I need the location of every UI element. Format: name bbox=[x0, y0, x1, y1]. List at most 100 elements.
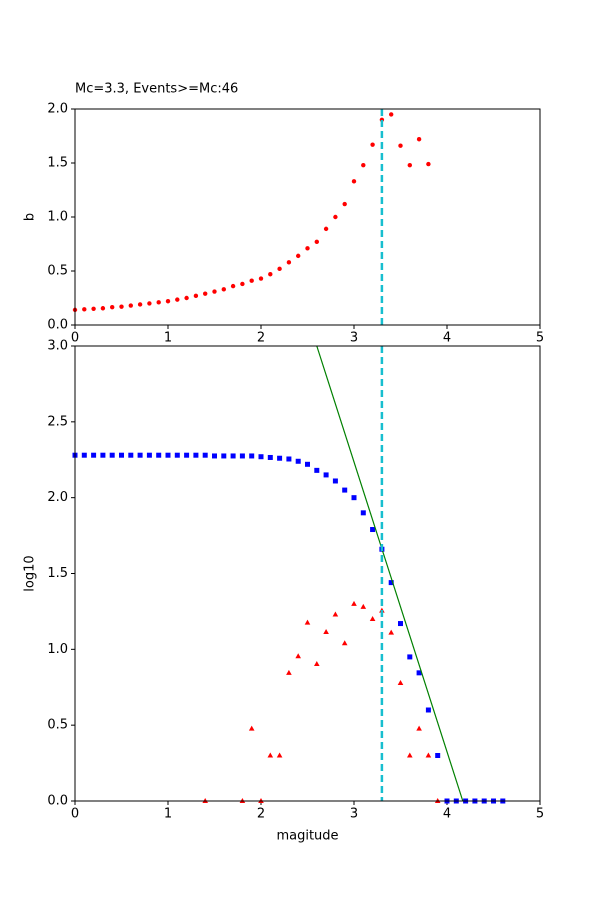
point bbox=[314, 661, 320, 667]
point bbox=[249, 453, 255, 459]
y-axis-label: log10 bbox=[23, 555, 38, 591]
point bbox=[258, 454, 264, 460]
x-tick-label: 1 bbox=[164, 331, 172, 346]
point bbox=[193, 452, 199, 458]
point bbox=[156, 300, 161, 305]
point bbox=[314, 239, 319, 245]
x-tick-label: 3 bbox=[350, 807, 358, 822]
point bbox=[91, 306, 96, 311]
point bbox=[435, 753, 441, 758]
point bbox=[305, 246, 310, 251]
point bbox=[323, 226, 329, 232]
point bbox=[323, 472, 329, 478]
point bbox=[268, 272, 273, 277]
point bbox=[314, 467, 320, 473]
point bbox=[146, 452, 152, 458]
x-tick-label: 4 bbox=[443, 807, 451, 822]
x-tick-label: 3 bbox=[350, 331, 358, 346]
x-tick-label: 5 bbox=[536, 331, 544, 346]
point bbox=[296, 253, 301, 259]
point bbox=[128, 452, 134, 458]
y-tick-label: 0.0 bbox=[47, 318, 68, 333]
y-tick-label: 0.0 bbox=[47, 794, 68, 809]
y-tick-label: 1.0 bbox=[47, 210, 68, 225]
point bbox=[416, 137, 422, 142]
point bbox=[203, 291, 208, 296]
point bbox=[100, 452, 106, 458]
point bbox=[109, 452, 115, 458]
point bbox=[175, 297, 180, 302]
point bbox=[221, 453, 227, 459]
y-tick-label: 1.5 bbox=[47, 566, 68, 581]
point bbox=[240, 281, 245, 287]
x-tick-label: 1 bbox=[164, 807, 172, 822]
point bbox=[388, 629, 394, 635]
chart-title: Mc=3.3, Events>=Mc:46 bbox=[75, 82, 238, 97]
point bbox=[360, 603, 367, 609]
point bbox=[361, 162, 366, 168]
x-tick-label: 2 bbox=[257, 807, 265, 822]
point bbox=[174, 452, 180, 458]
point bbox=[267, 454, 273, 460]
point bbox=[333, 214, 338, 220]
point bbox=[91, 452, 97, 458]
point bbox=[389, 112, 394, 117]
point bbox=[230, 453, 236, 459]
fit-line bbox=[316, 345, 464, 802]
point bbox=[221, 287, 226, 292]
point bbox=[81, 452, 87, 458]
point bbox=[137, 452, 143, 458]
point bbox=[119, 452, 124, 458]
point bbox=[369, 616, 376, 621]
point bbox=[212, 453, 217, 459]
point bbox=[370, 142, 375, 147]
point bbox=[277, 266, 282, 272]
point bbox=[342, 201, 347, 207]
point bbox=[286, 456, 292, 462]
point bbox=[407, 752, 413, 758]
point bbox=[119, 304, 124, 309]
y-tick-label: 0.5 bbox=[47, 718, 68, 733]
point bbox=[147, 301, 152, 306]
point bbox=[332, 478, 338, 484]
y-tick-label: 2.5 bbox=[47, 414, 68, 429]
point bbox=[416, 670, 422, 676]
point bbox=[128, 303, 133, 308]
point bbox=[305, 461, 310, 467]
x-tick-label: 5 bbox=[536, 807, 544, 822]
point bbox=[425, 752, 432, 758]
point bbox=[100, 306, 106, 311]
point bbox=[165, 452, 171, 458]
point bbox=[416, 725, 422, 731]
point bbox=[277, 455, 283, 461]
point bbox=[397, 680, 404, 686]
point bbox=[258, 276, 264, 281]
point bbox=[267, 752, 274, 758]
point bbox=[360, 510, 366, 516]
point bbox=[341, 640, 348, 646]
y-tick-label: 2.0 bbox=[47, 490, 68, 505]
y-tick-label: 0.5 bbox=[47, 264, 68, 279]
y-axis-label: b bbox=[23, 213, 38, 221]
x-tick-label: 0 bbox=[71, 331, 79, 346]
plot-frame bbox=[74, 108, 541, 326]
y-tick-label: 2.0 bbox=[47, 102, 68, 117]
plot-frame bbox=[74, 345, 541, 802]
x-tick-label: 0 bbox=[71, 807, 79, 822]
point bbox=[82, 307, 87, 312]
x-tick-label: 2 bbox=[257, 331, 265, 346]
point bbox=[230, 283, 236, 289]
point bbox=[137, 302, 143, 307]
point bbox=[388, 580, 394, 586]
point bbox=[407, 654, 413, 660]
x-axis-label: magitude bbox=[276, 829, 338, 844]
point bbox=[351, 495, 357, 501]
point bbox=[426, 161, 431, 167]
point bbox=[184, 295, 189, 301]
point bbox=[286, 669, 292, 675]
point bbox=[351, 179, 357, 184]
point bbox=[398, 143, 403, 148]
point bbox=[398, 621, 403, 627]
point bbox=[193, 293, 199, 299]
point bbox=[407, 162, 412, 168]
